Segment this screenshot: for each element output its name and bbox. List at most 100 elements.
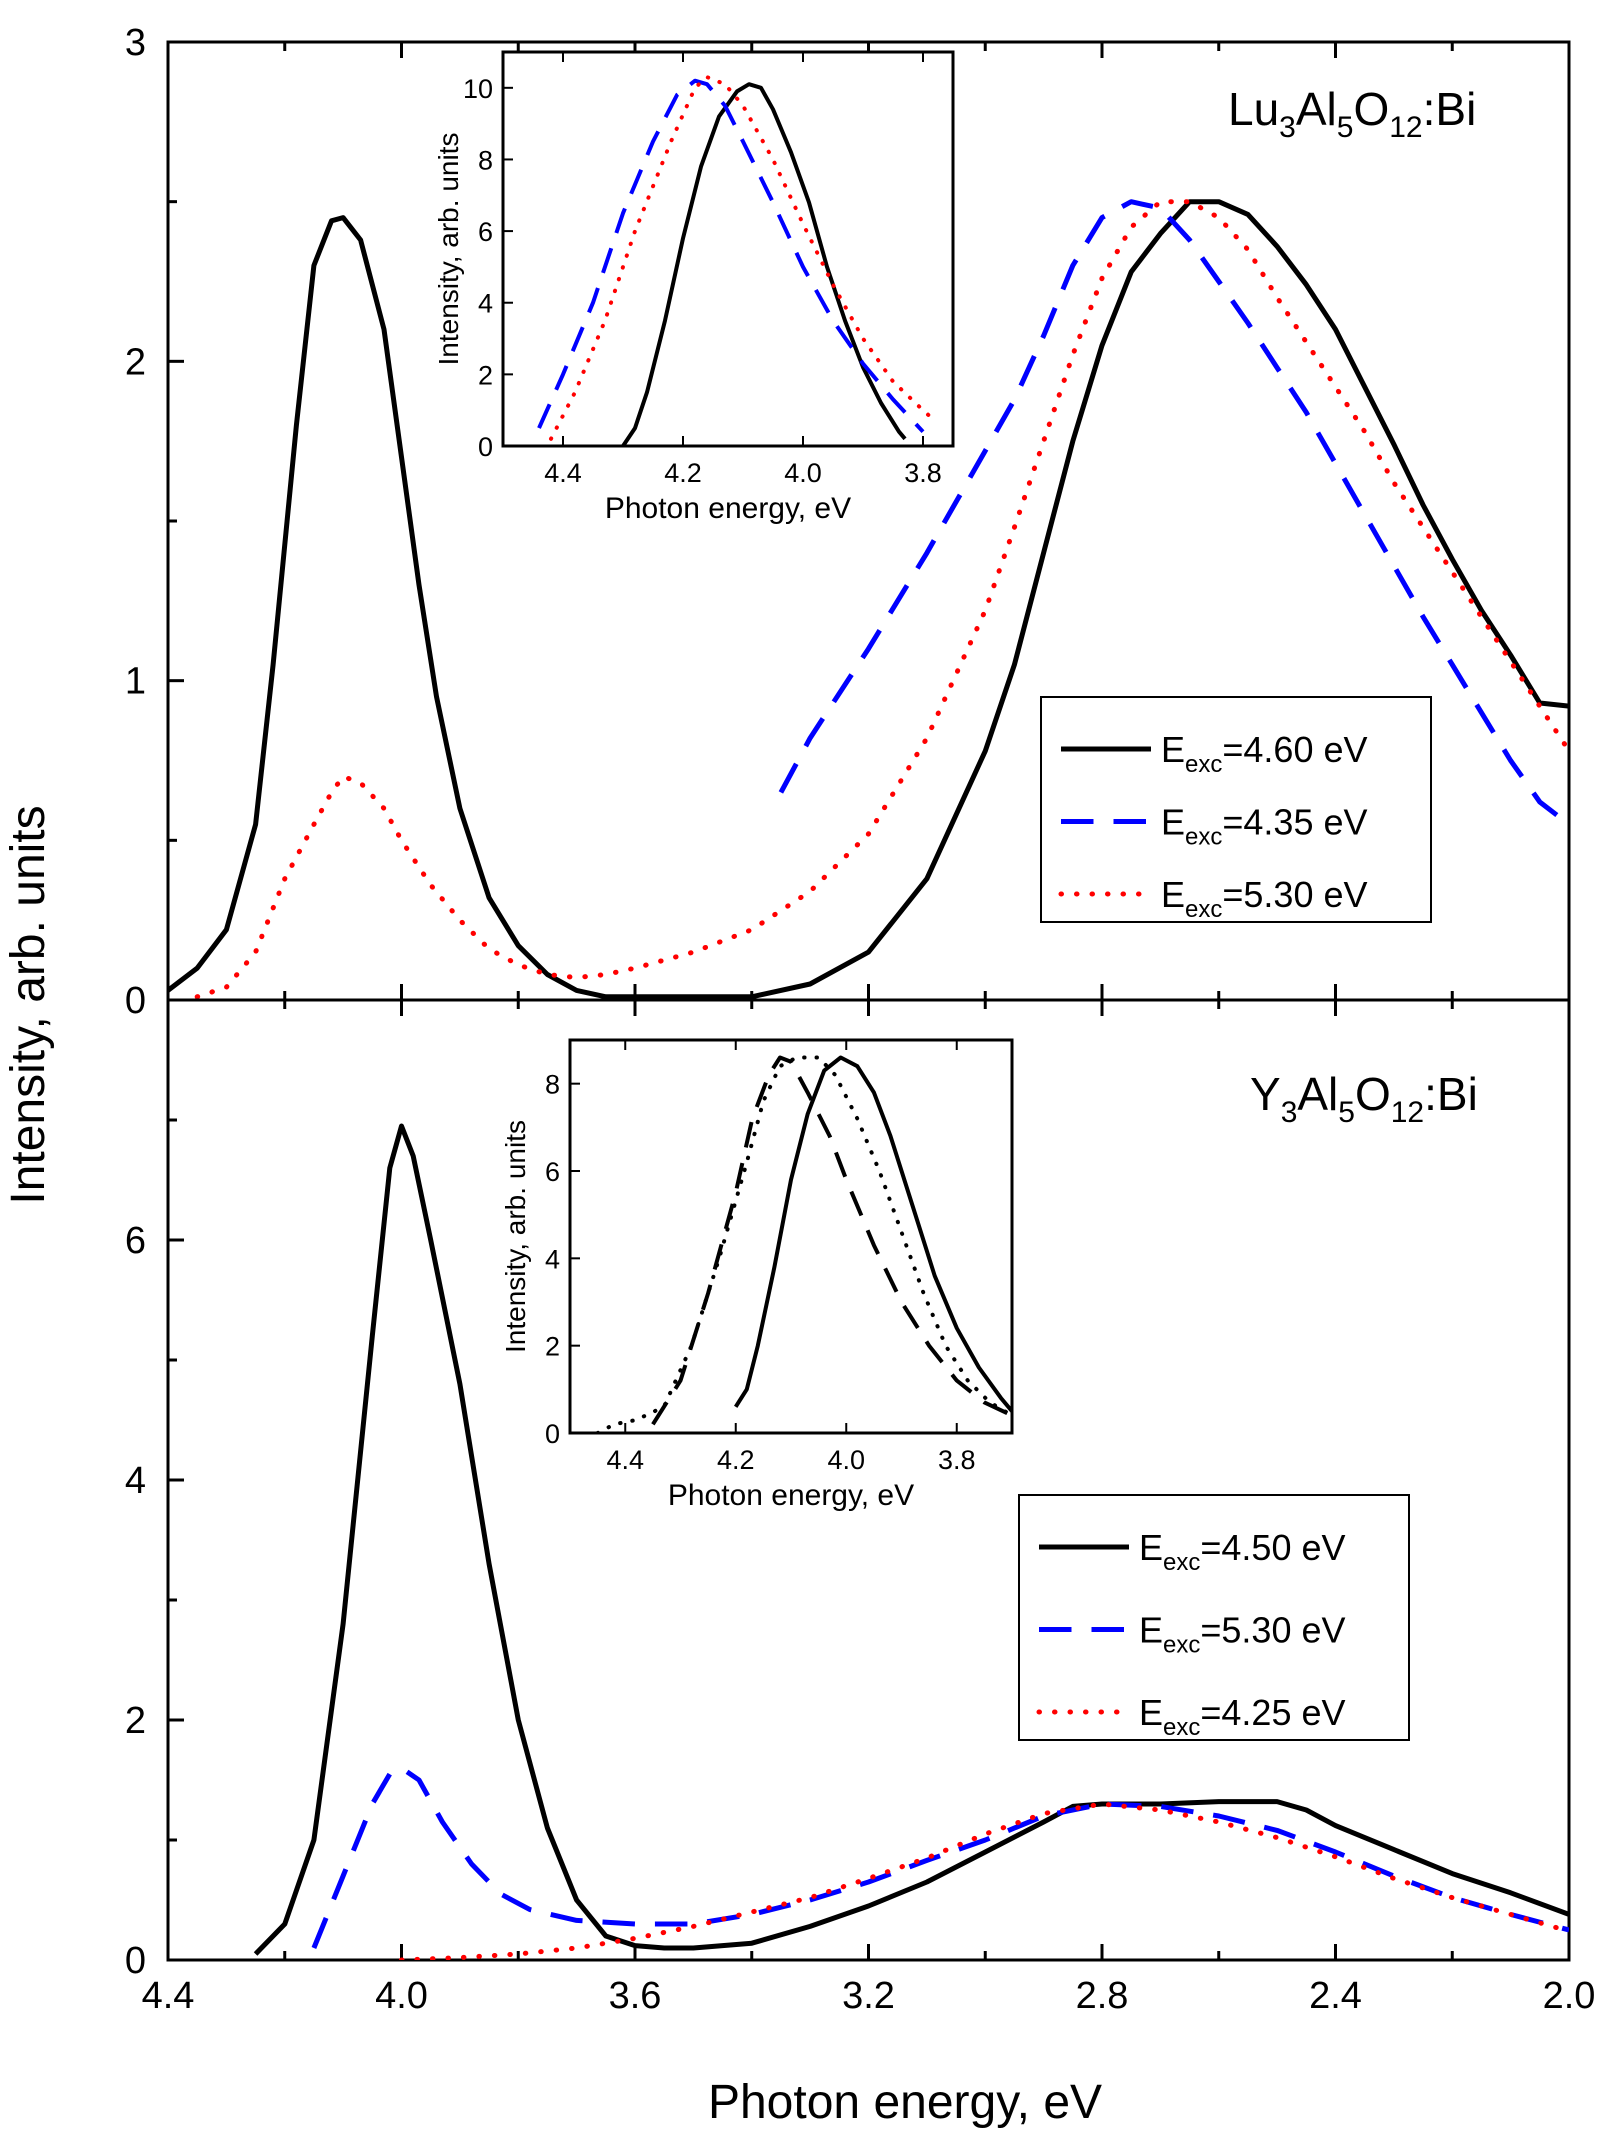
bottom-x-tick-label: 4.4 bbox=[142, 1975, 195, 2017]
bottom-x-tick-label: 2.4 bbox=[1309, 1975, 1362, 2017]
legend-sub: exc bbox=[1163, 1549, 1200, 1576]
bottom-inset-y-tick-label: 4 bbox=[545, 1244, 560, 1274]
legend-base: E bbox=[1161, 874, 1185, 915]
bottom-series-2-line bbox=[311, 1765, 1569, 1949]
top-inset-y-tick-label: 0 bbox=[478, 432, 493, 462]
top-inset-y-tick-label: 6 bbox=[478, 217, 493, 247]
bottom-sample-sub3: 12 bbox=[1391, 1096, 1424, 1129]
bottom-y-tick-label: 6 bbox=[125, 1220, 146, 1262]
top-y-tick-label: 3 bbox=[125, 22, 146, 64]
bottom-inset: 4.4 4.2 4.0 3.8 0 2 4 6 8 Photon energy, eV Intens… bbox=[500, 1038, 1014, 1512]
bottom-legend-label-1: Eexc=4.50 eV bbox=[1139, 1527, 1346, 1576]
top-inset-y-tick-label: 2 bbox=[478, 360, 493, 390]
top-series-2-line bbox=[778, 199, 1569, 827]
top-y-tick-label: 1 bbox=[125, 661, 146, 703]
top-inset-series-2-line bbox=[537, 78, 925, 434]
legend-base: E bbox=[1161, 729, 1185, 770]
legend-rest: =5.30 eV bbox=[1200, 1610, 1345, 1651]
top-legend-label-2: Eexc=4.35 eV bbox=[1161, 802, 1368, 851]
bottom-y-tick-label: 4 bbox=[125, 1460, 146, 1502]
top-series-1-line bbox=[168, 199, 1569, 1000]
bottom-panel: 4.4 4.0 3.6 3.2 2.8 2.4 2.0 0 2 4 6 Y3Al5O12:Bi Eexc… bbox=[125, 998, 1596, 2017]
top-inset-frame bbox=[501, 50, 955, 448]
bottom-y-tick-label: 0 bbox=[125, 1940, 146, 1982]
legend-base: E bbox=[1161, 802, 1185, 843]
top-inset-series-3-line bbox=[549, 75, 937, 441]
top-inset: 4.4 4.2 4.0 3.8 0 2 4 6 8 10 Photon energy, eV Inte… bbox=[433, 50, 955, 525]
legend-rest: =4.25 eV bbox=[1200, 1692, 1345, 1733]
bottom-legend-box bbox=[1018, 1494, 1410, 1741]
y-axis-label: Intensity, arb. units bbox=[2, 805, 55, 1204]
top-sample-base1: Lu bbox=[1228, 83, 1279, 135]
top-sample-suffix: :Bi bbox=[1423, 83, 1477, 135]
bottom-inset-series-2-line bbox=[651, 1055, 1012, 1426]
bottom-x-tick-label: 2.0 bbox=[1543, 1975, 1596, 2017]
bottom-x-tick-label: 2.8 bbox=[1076, 1975, 1129, 2017]
bottom-sample-base3: O bbox=[1355, 1068, 1391, 1120]
bottom-legend-label-2: Eexc=5.30 eV bbox=[1139, 1610, 1346, 1659]
top-sample-label: Lu3Al5O12:Bi bbox=[1228, 83, 1476, 144]
bottom-inset-x-tick-label: 3.8 bbox=[938, 1445, 976, 1475]
bottom-inset-y-tick-label: 6 bbox=[545, 1157, 560, 1187]
legend-rest: =4.60 eV bbox=[1222, 729, 1367, 770]
bottom-x-tick-label: 3.6 bbox=[609, 1975, 662, 2017]
bottom-inset-series-3-line bbox=[595, 1055, 1012, 1433]
bottom-inset-y-label: Intensity, arb. units bbox=[500, 1120, 531, 1353]
top-inset-y-tick-label: 4 bbox=[478, 289, 493, 319]
top-sample-base2: Al bbox=[1296, 83, 1337, 135]
bottom-inset-y-tick-label: 8 bbox=[545, 1070, 560, 1100]
legend-base: E bbox=[1139, 1527, 1163, 1568]
top-sample-sub3: 12 bbox=[1389, 111, 1422, 144]
top-inset-y-label: Intensity, arb. units bbox=[433, 133, 464, 366]
top-inset-x-tick-label: 4.0 bbox=[784, 458, 822, 488]
top-inset-x-tick-label: 4.2 bbox=[664, 458, 702, 488]
bottom-sample-base2: Al bbox=[1297, 1068, 1338, 1120]
top-inset-x-label: Photon energy, eV bbox=[605, 492, 851, 525]
top-inset-x-tick-label: 3.8 bbox=[904, 458, 942, 488]
bottom-sample-base1: Y bbox=[1250, 1068, 1281, 1120]
top-sample-sub2: 5 bbox=[1337, 111, 1354, 144]
top-inset-series-1-line bbox=[621, 82, 907, 446]
legend-rest: =5.30 eV bbox=[1222, 874, 1367, 915]
x-axis-label: Photon energy, eV bbox=[708, 2076, 1102, 2129]
bottom-sample-label: Y3Al5O12:Bi bbox=[1250, 1068, 1478, 1129]
top-inset-y-tick-label: 8 bbox=[478, 145, 493, 175]
bottom-inset-y-tick-label: 2 bbox=[545, 1332, 560, 1362]
legend-sub: exc bbox=[1185, 751, 1222, 778]
legend-sub: exc bbox=[1163, 1632, 1200, 1659]
bottom-inset-frame bbox=[568, 1038, 1014, 1435]
top-y-tick-label: 0 bbox=[125, 980, 146, 1022]
bottom-sample-suffix: :Bi bbox=[1424, 1068, 1478, 1120]
top-sample-sub1: 3 bbox=[1279, 111, 1296, 144]
bottom-inset-series-1-line bbox=[734, 1055, 1012, 1413]
bottom-x-tick-label: 3.2 bbox=[842, 1975, 895, 2017]
top-inset-x-tick-label: 4.4 bbox=[544, 458, 582, 488]
legend-rest: =4.35 eV bbox=[1222, 802, 1367, 843]
bottom-inset-x-tick-label: 4.4 bbox=[606, 1445, 644, 1475]
top-inset-y-tick-label: 10 bbox=[463, 74, 493, 104]
legend-sub: exc bbox=[1163, 1714, 1200, 1741]
top-sample-base3: O bbox=[1353, 83, 1389, 135]
legend-sub: exc bbox=[1185, 896, 1222, 923]
legend-sub: exc bbox=[1185, 824, 1222, 851]
bottom-sample-sub2: 5 bbox=[1338, 1096, 1355, 1129]
bottom-inset-x-tick-label: 4.0 bbox=[827, 1445, 865, 1475]
bottom-series-1-line bbox=[253, 1123, 1569, 1956]
bottom-inset-x-tick-label: 4.2 bbox=[717, 1445, 755, 1475]
legend-base: E bbox=[1139, 1610, 1163, 1651]
bottom-legend-label-3: Eexc=4.25 eV bbox=[1139, 1692, 1346, 1741]
legend-base: E bbox=[1139, 1692, 1163, 1733]
bottom-y-tick-label: 2 bbox=[125, 1700, 146, 1742]
top-legend-label-3: Eexc=5.30 eV bbox=[1161, 874, 1368, 923]
bottom-sample-sub1: 3 bbox=[1281, 1096, 1298, 1129]
legend-rest: =4.50 eV bbox=[1200, 1527, 1345, 1568]
top-legend-box bbox=[1040, 696, 1432, 923]
bottom-inset-x-label: Photon energy, eV bbox=[668, 1479, 914, 1512]
bottom-x-tick-label: 4.0 bbox=[375, 1975, 428, 2017]
top-legend-label-1: Eexc=4.60 eV bbox=[1161, 729, 1368, 778]
top-y-tick-label: 2 bbox=[125, 341, 146, 383]
bottom-inset-y-tick-label: 0 bbox=[545, 1419, 560, 1449]
